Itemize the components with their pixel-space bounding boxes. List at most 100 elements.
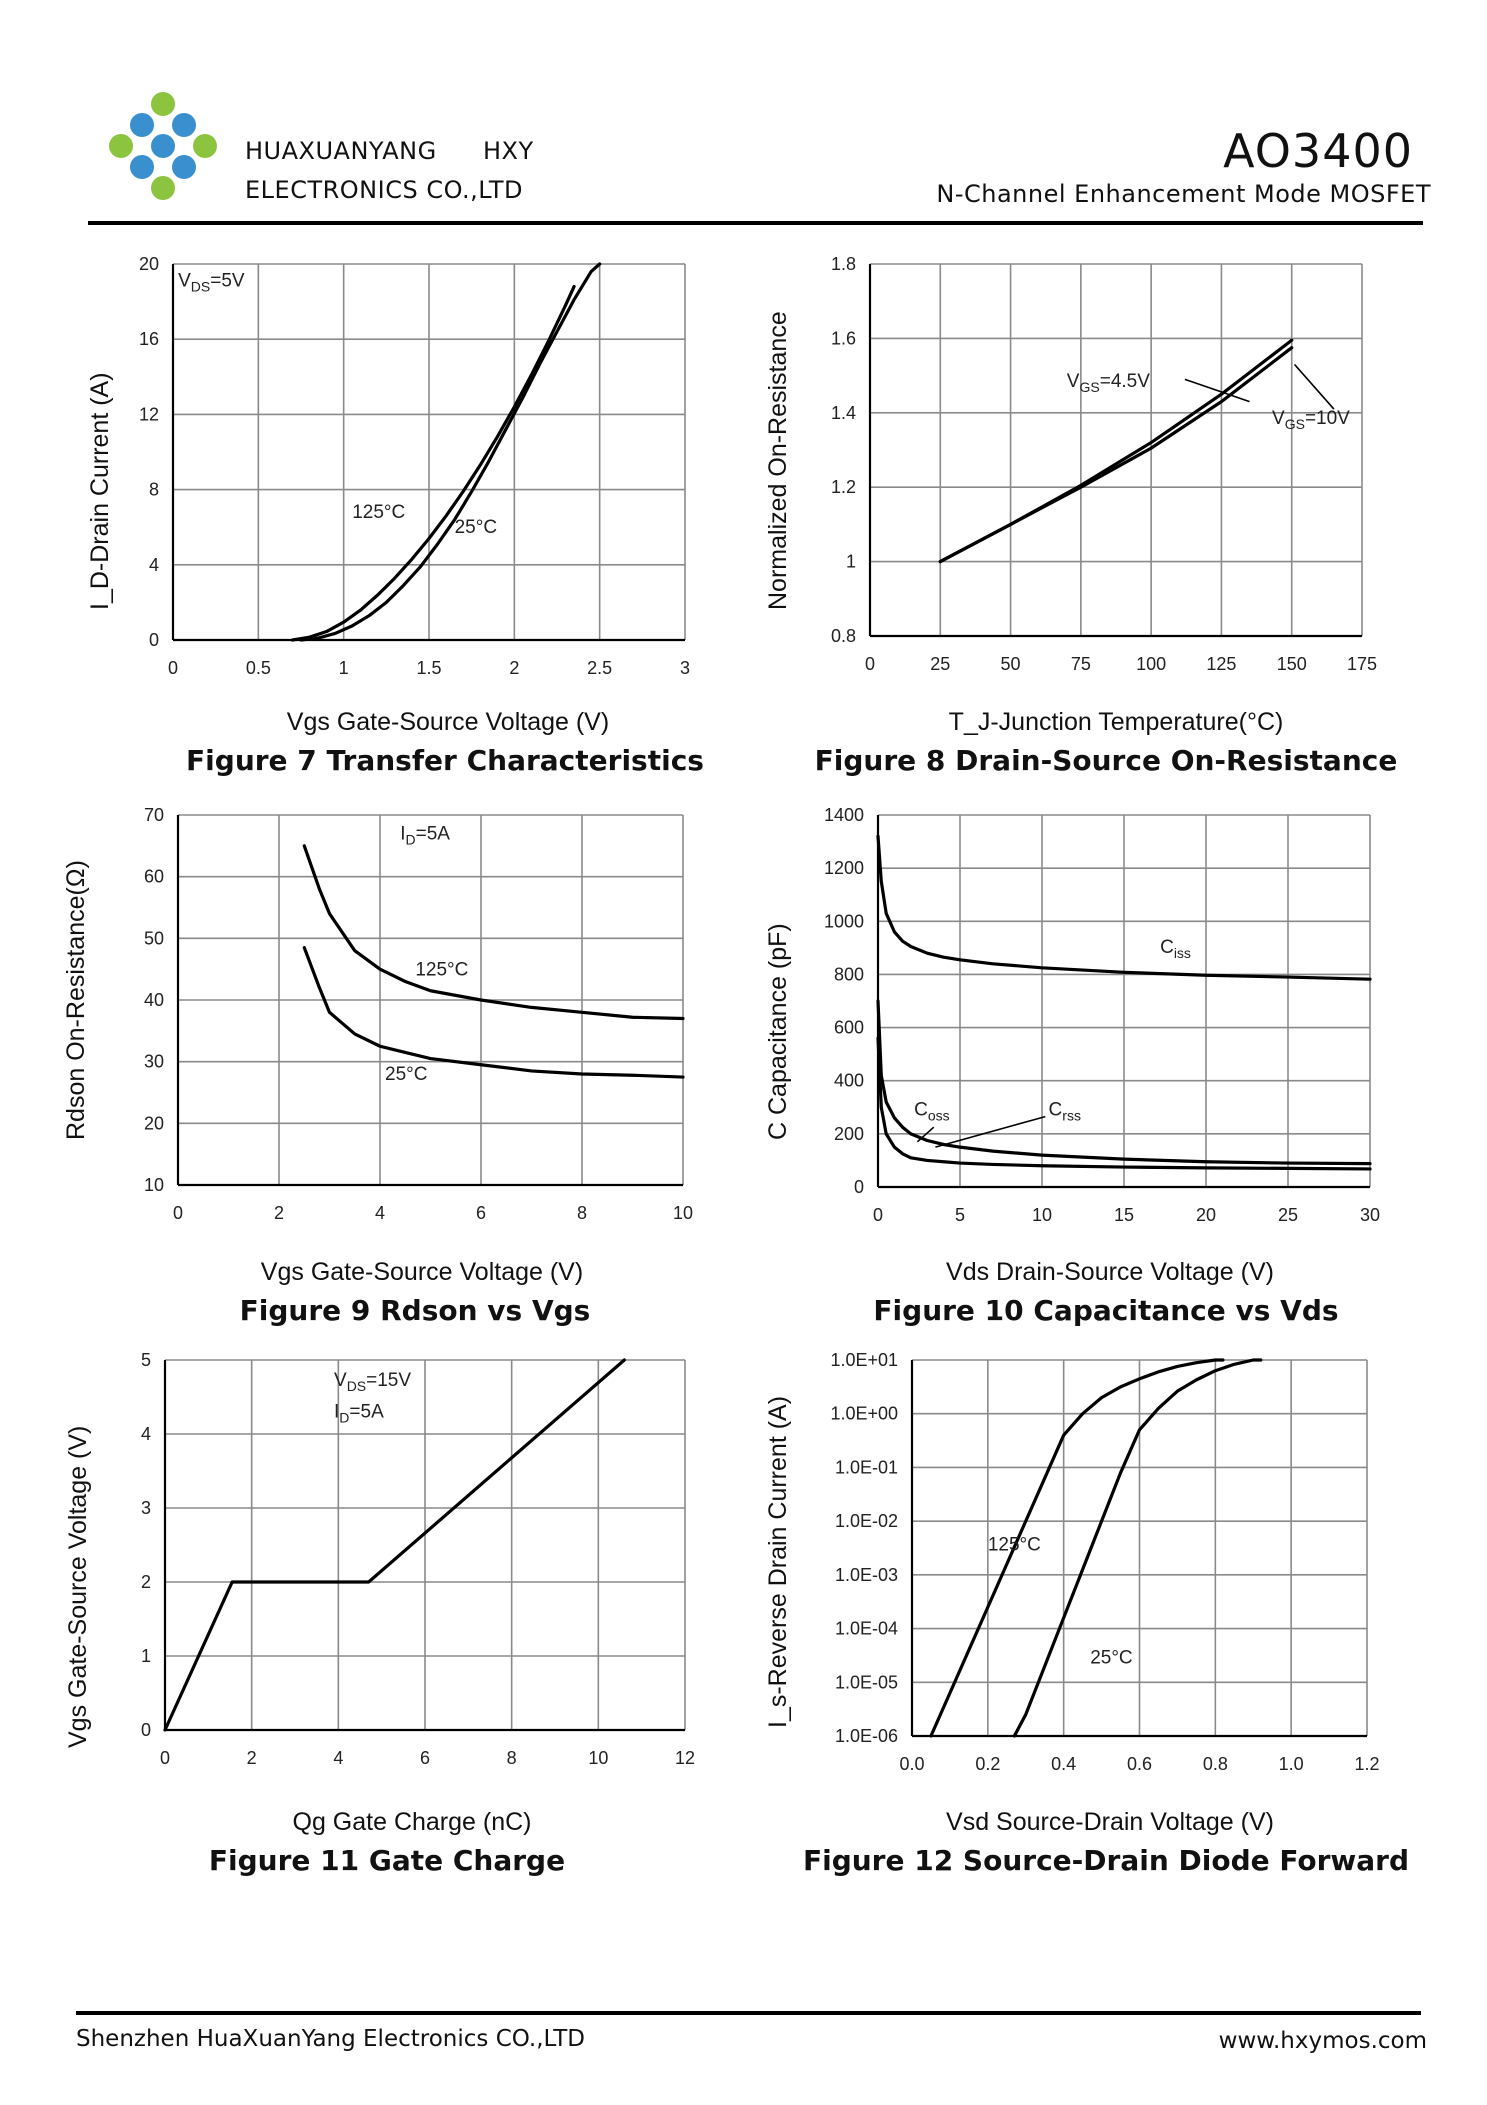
fig10-xlabel: Vds Drain-Source Voltage (V) bbox=[946, 1258, 1274, 1286]
fig11-annotation: ID=5A bbox=[334, 1402, 384, 1426]
fig9-ytick-label: 20 bbox=[144, 1113, 164, 1133]
fig12-xtick-label: 0.0 bbox=[899, 1754, 924, 1774]
fig10-title: Figure 10 Capacitance vs Vds bbox=[873, 1294, 1339, 1327]
fig7-ytick-label: 20 bbox=[139, 254, 159, 274]
fig9-xtick-label: 8 bbox=[577, 1203, 587, 1223]
fig11-annotation: VDS=15V bbox=[334, 1370, 411, 1394]
fig7-ytick-label: 4 bbox=[149, 555, 159, 575]
part-number: AO3400 bbox=[1223, 124, 1413, 178]
fig11-ytick-label: 0 bbox=[141, 1720, 151, 1740]
fig11-series-vgs bbox=[163, 1358, 626, 1732]
fig11-xtick-label: 0 bbox=[160, 1748, 170, 1768]
fig12-xtick-label: 1.0 bbox=[1279, 1754, 1304, 1774]
fig9-ytick-label: 30 bbox=[144, 1052, 164, 1072]
fig10-series-ciss bbox=[876, 834, 1372, 981]
fig8-xtick-label: 0 bbox=[865, 654, 875, 674]
fig8-xtick-label: 100 bbox=[1136, 654, 1166, 674]
footer-rule bbox=[76, 2011, 1421, 2015]
fig8-xlabel: T_J-Junction Temperature(°C) bbox=[948, 708, 1284, 736]
fig12-series-25-c bbox=[1012, 1358, 1263, 1738]
fig12-plot: 0.0 0.2 0.4 0.6 0.8 1.0 1.2 1.0E-06 1.0E-05 1.0E-… bbox=[830, 1350, 1379, 1774]
fig10-annotation: Coss bbox=[914, 1099, 950, 1123]
footer-website[interactable]: www.hxymos.com bbox=[1218, 2028, 1427, 2054]
fig8-xtick-label: 75 bbox=[1071, 654, 1091, 674]
fig7-ytick-label: 12 bbox=[139, 404, 159, 424]
fig9-ytick-label: 70 bbox=[144, 805, 164, 825]
fig12-xtick-label: 0.6 bbox=[1127, 1754, 1152, 1774]
fig10-xtick-label: 25 bbox=[1278, 1205, 1298, 1225]
fig9-ytick-label: 60 bbox=[144, 867, 164, 887]
header-rule bbox=[88, 221, 1423, 225]
fig9-annotation: 25°C bbox=[385, 1064, 427, 1085]
fig12-ytick-label: 1.0E-02 bbox=[835, 1511, 898, 1531]
fig12-annotation: 125°C bbox=[988, 1535, 1041, 1556]
fig10-ytick-label: 200 bbox=[834, 1124, 864, 1144]
fig12-ytick-label: 1.0E+00 bbox=[830, 1404, 898, 1424]
fig10-ytick-label: 0 bbox=[854, 1177, 864, 1197]
fig9-plot: 0 2 4 6 8 10 10 20 30 40 50 60 70 ID=5A 125°C 25°C bbox=[144, 805, 693, 1223]
fig7-xtick-label: 0.5 bbox=[246, 658, 271, 678]
fig7-xtick-label: 1.5 bbox=[416, 658, 441, 678]
fig12-ytick-label: 1.0E-01 bbox=[835, 1457, 898, 1477]
fig9-xtick-label: 6 bbox=[476, 1203, 486, 1223]
fig10-xtick-label: 10 bbox=[1032, 1205, 1052, 1225]
fig12-xlabel: Vsd Source-Drain Voltage (V) bbox=[946, 1808, 1274, 1836]
fig9-xtick-label: 4 bbox=[375, 1203, 385, 1223]
fig9-series-25-c bbox=[302, 945, 685, 1079]
fig10-xtick-label: 5 bbox=[955, 1205, 965, 1225]
fig8-series-vgs-10v bbox=[938, 338, 1294, 564]
fig8-xtick-label: 175 bbox=[1347, 654, 1377, 674]
fig11-ytick-label: 3 bbox=[141, 1498, 151, 1518]
fig10-xtick-label: 0 bbox=[873, 1205, 883, 1225]
fig10-series-crss bbox=[876, 1036, 1372, 1171]
fig10-ytick-label: 1000 bbox=[824, 911, 864, 931]
fig9-ytick-label: 50 bbox=[144, 928, 164, 948]
fig9-xtick-label: 0 bbox=[173, 1203, 183, 1223]
fig12-title: Figure 12 Source-Drain Diode Forward bbox=[802, 1844, 1410, 1877]
fig7-series-125-c bbox=[290, 284, 576, 642]
fig11-ytick-label: 5 bbox=[141, 1350, 151, 1370]
fig9-annotation: 125°C bbox=[415, 959, 468, 980]
fig10-xtick-label: 15 bbox=[1114, 1205, 1134, 1225]
fig7-annotation: 25°C bbox=[455, 517, 497, 538]
fig12-series-125-c bbox=[929, 1358, 1225, 1738]
fig12-annotation: 25°C bbox=[1090, 1647, 1132, 1668]
fig7-title: Figure 7 Transfer Characteristics bbox=[186, 744, 704, 777]
fig10-ytick-label: 400 bbox=[834, 1071, 864, 1091]
fig8-ytick-label: 1.4 bbox=[831, 403, 856, 423]
fig7-xlabel: Vgs Gate-Source Voltage (V) bbox=[286, 708, 610, 736]
fig10-ytick-label: 1400 bbox=[824, 805, 864, 825]
fig12-ytick-label: 1.0E+01 bbox=[830, 1350, 898, 1370]
fig12-ytick-label: 1.0E-04 bbox=[835, 1619, 898, 1639]
fig8-xtick-label: 125 bbox=[1206, 654, 1236, 674]
fig7-xtick-label: 2 bbox=[509, 658, 519, 678]
fig11-xtick-label: 4 bbox=[333, 1748, 343, 1768]
fig9-ytick-label: 40 bbox=[144, 990, 164, 1010]
fig11-xtick-label: 6 bbox=[420, 1748, 430, 1768]
fig11-xtick-label: 10 bbox=[588, 1748, 608, 1768]
fig12-ytick-label: 1.0E-05 bbox=[835, 1672, 898, 1692]
fig8-annotation: VGS=10V bbox=[1272, 408, 1350, 432]
fig11-xtick-label: 8 bbox=[507, 1748, 517, 1768]
fig11-ytick-label: 4 bbox=[141, 1424, 151, 1444]
fig7-xtick-label: 0 bbox=[168, 658, 178, 678]
fig8-xtick-label: 150 bbox=[1277, 654, 1307, 674]
fig7-series-25-c bbox=[299, 262, 602, 642]
fig8-leader-vgs10 bbox=[1293, 363, 1335, 410]
fig12-xtick-label: 0.2 bbox=[975, 1754, 1000, 1774]
fig8-ytick-label: 1 bbox=[846, 552, 856, 572]
fig12-xtick-label: 1.2 bbox=[1354, 1754, 1379, 1774]
fig12-xtick-label: 0.8 bbox=[1203, 1754, 1228, 1774]
fig10-leader-coss bbox=[916, 1126, 935, 1143]
fig9-annotation: ID=5A bbox=[400, 824, 450, 848]
company-abbr: HXY bbox=[483, 137, 534, 165]
fig8-xtick-label: 25 bbox=[930, 654, 950, 674]
fig10-ytick-label: 1200 bbox=[824, 858, 864, 878]
fig12-ytick-label: 1.0E-03 bbox=[835, 1565, 898, 1585]
company-name: HUAXUANYANG bbox=[245, 137, 437, 165]
part-subtitle: N-Channel Enhancement Mode MOSFET bbox=[936, 180, 1431, 208]
fig11-title: Figure 11 Gate Charge bbox=[208, 1844, 566, 1877]
fig11-ytick-label: 2 bbox=[141, 1572, 151, 1592]
